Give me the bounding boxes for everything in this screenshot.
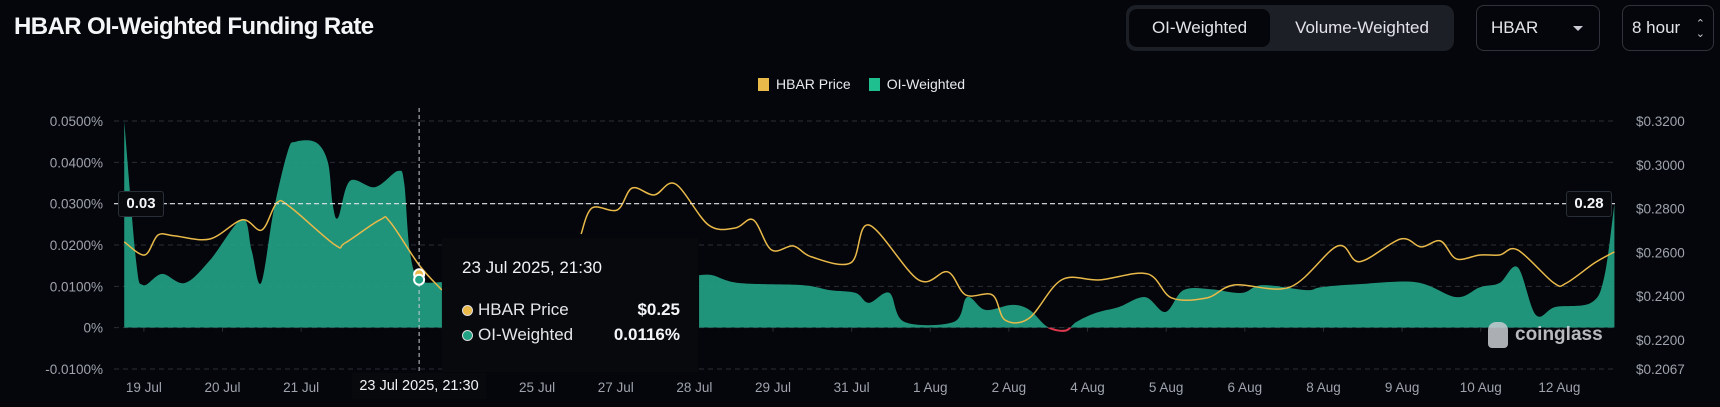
y-right-tick-label: $0.2067 — [1636, 362, 1685, 377]
chart-tooltip: 23 Jul 2025, 21:30 HBAR Price $0.25 OI-W… — [442, 238, 698, 372]
x-tick-label: 4 Aug — [1070, 380, 1105, 395]
x-tick-label: 1 Aug — [913, 380, 948, 395]
y-left-tick-label: 0% — [83, 321, 103, 336]
y-left-tick-label: 0.0300% — [50, 197, 103, 212]
tooltip-label: HBAR Price — [478, 300, 569, 319]
legend-swatch-price — [758, 77, 769, 91]
y-right-tick-label: $0.2400 — [1636, 289, 1685, 304]
x-tick-label: 10 Aug — [1460, 380, 1502, 395]
legend-label-oi: OI-Weighted — [886, 76, 966, 92]
tooltip-row-price: HBAR Price $0.25 — [462, 300, 680, 320]
oi-dot-icon — [462, 330, 473, 342]
x-tick-label: 9 Aug — [1385, 380, 1420, 395]
x-tick-label: 5 Aug — [1149, 380, 1184, 395]
watermark-text: coinglass — [1515, 324, 1603, 345]
legend-swatch-oi — [868, 77, 880, 91]
y-left-tick-label: -0.0100% — [45, 362, 103, 377]
y-right-tick-label: $0.3200 — [1636, 114, 1685, 129]
coinglass-watermark: coinglass — [1488, 322, 1603, 348]
x-tick-label: 21 Jul — [283, 380, 319, 395]
y-right-tick-label: $0.2800 — [1636, 202, 1685, 217]
y-right-tick-label: $0.3000 — [1636, 158, 1685, 173]
page-title: HBAR OI-Weighted Funding Rate — [14, 13, 374, 40]
asset-select[interactable]: HBAR — [1476, 5, 1600, 51]
crosshair-left-label: 0.03 — [118, 191, 164, 217]
tab-volume-weighted[interactable]: Volume-Weighted — [1295, 18, 1429, 37]
tab-oi-weighted[interactable]: OI-Weighted — [1129, 9, 1270, 47]
coinglass-logo-icon — [1488, 322, 1508, 348]
legend-item-price[interactable]: HBAR Price — [758, 76, 851, 92]
oi-highlight-point — [413, 273, 426, 286]
crosshair-x-label: 23 Jul 2025, 21:30 — [352, 373, 486, 399]
y-left-tick-label: 0.0200% — [50, 238, 103, 253]
tooltip-date: 23 Jul 2025, 21:30 — [462, 258, 602, 277]
hbar-price-line — [580, 182, 1615, 324]
y-right-tick-label: $0.2600 — [1636, 245, 1685, 260]
y-right-tick-label: $0.2200 — [1636, 333, 1685, 348]
oi-weighted-area — [699, 203, 1615, 328]
tooltip-row-oi: OI-Weighted 0.0116% — [462, 325, 680, 345]
y-left-tick-label: 0.0500% — [50, 114, 103, 129]
price-dot-icon — [462, 305, 473, 317]
hbar-price-line — [123, 199, 443, 291]
chevron-up-down-icon: ⌃ ⌄ — [1695, 18, 1705, 40]
x-tick-label: 27 Jul — [598, 380, 634, 395]
x-tick-label: 8 Aug — [1306, 380, 1341, 395]
weighting-toggle: OI-Weighted Volume-Weighted — [1126, 5, 1454, 51]
caret-down-icon — [1573, 26, 1583, 31]
interval-select[interactable]: 8 hour ⌃ ⌄ — [1622, 5, 1714, 51]
interval-select-value: 8 hour — [1632, 18, 1681, 37]
legend-item-oi[interactable]: OI-Weighted — [868, 76, 966, 92]
chart-legend: HBAR Price OI-Weighted — [758, 76, 983, 92]
crosshair-right-label: 0.28 — [1566, 191, 1612, 217]
oi-weighted-area — [124, 121, 442, 328]
legend-label-price: HBAR Price — [776, 76, 851, 92]
tooltip-value: $0.25 — [637, 300, 680, 319]
x-tick-label: 19 Jul — [126, 380, 162, 395]
x-tick-label: 28 Jul — [676, 380, 712, 395]
x-tick-label: 2 Aug — [992, 380, 1027, 395]
x-tick-label: 29 Jul — [755, 380, 791, 395]
y-left-tick-label: 0.0100% — [50, 279, 103, 294]
x-tick-label: 12 Aug — [1538, 380, 1580, 395]
x-tick-label: 25 Jul — [519, 380, 555, 395]
x-tick-label: 31 Jul — [834, 380, 870, 395]
y-left-tick-label: 0.0400% — [50, 155, 103, 170]
x-tick-label: 20 Jul — [205, 380, 241, 395]
tooltip-value: 0.0116% — [613, 325, 680, 344]
x-tick-label: 6 Aug — [1228, 380, 1263, 395]
tooltip-label: OI-Weighted — [478, 325, 574, 344]
asset-select-value: HBAR — [1491, 18, 1539, 37]
